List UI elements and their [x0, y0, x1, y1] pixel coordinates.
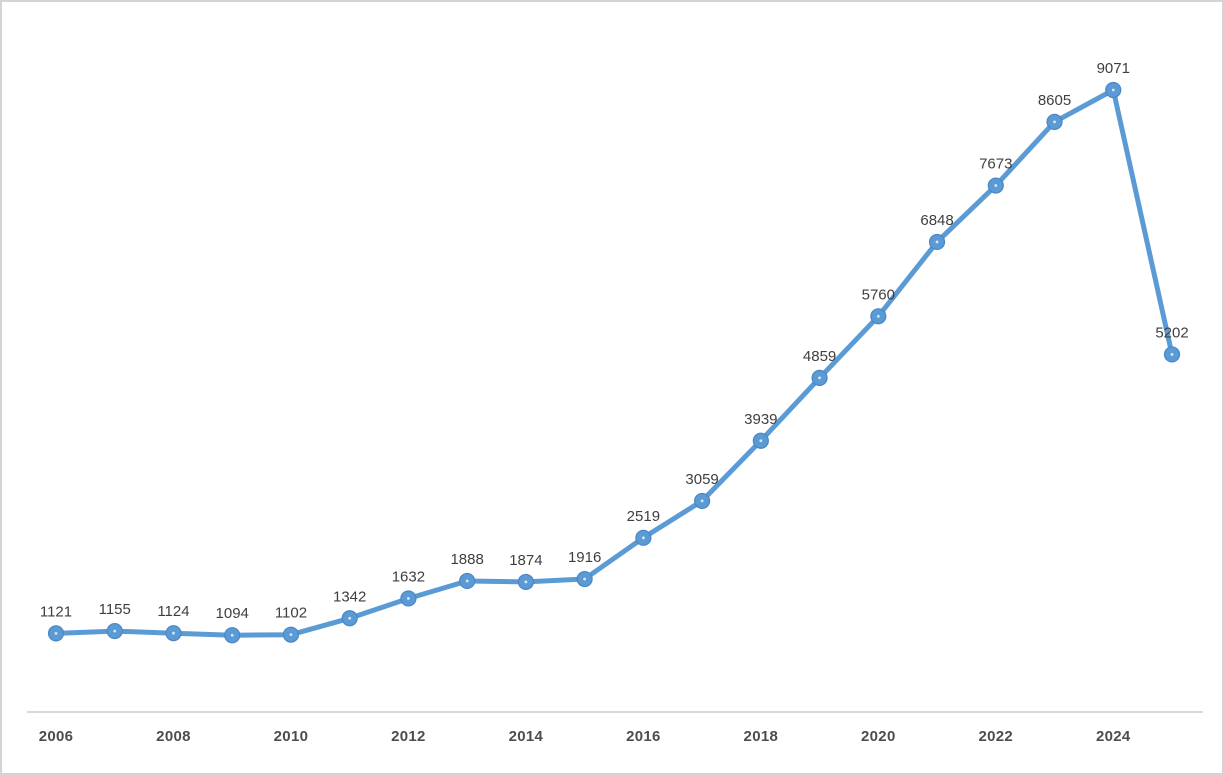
- data-point-label: 3059: [685, 471, 718, 488]
- data-point-label: 1342: [333, 588, 366, 605]
- x-axis-tick-label: 2018: [744, 728, 779, 745]
- data-point-center-dot: [172, 631, 175, 635]
- x-axis-tick-label: 2010: [274, 728, 309, 745]
- data-point-label: 5760: [862, 286, 895, 303]
- x-axis-tick-label: 2022: [979, 728, 1014, 745]
- x-axis-tick-label: 2008: [156, 728, 191, 745]
- data-point-label: 5202: [1155, 324, 1188, 341]
- data-point-label: 7673: [979, 156, 1012, 173]
- data-point-center-dot: [583, 577, 587, 581]
- data-point-label: 8605: [1038, 92, 1071, 109]
- data-point-label: 1121: [40, 603, 72, 620]
- data-point-label: 1155: [99, 601, 131, 618]
- data-point-center-dot: [289, 633, 293, 637]
- data-point-label: 2519: [627, 508, 660, 525]
- data-point-label: 1874: [509, 552, 542, 569]
- data-point-center-dot: [935, 240, 939, 244]
- x-axis-tick-label: 2016: [626, 728, 661, 745]
- data-point-center-dot: [524, 580, 528, 584]
- x-axis-tick-label: 2012: [391, 728, 426, 745]
- data-point-label: 1916: [568, 549, 601, 566]
- series-line: [53, 87, 1175, 638]
- x-axis-tick-label: 2006: [39, 728, 74, 745]
- data-point-label: 1632: [392, 568, 425, 585]
- x-axis-tick-label: 2014: [509, 728, 544, 745]
- data-point-center-dot: [230, 633, 234, 637]
- data-point-center-dot: [876, 314, 880, 318]
- data-point-label: 1888: [450, 551, 483, 568]
- data-point-label: 1094: [216, 605, 249, 622]
- data-point-center-dot: [407, 597, 410, 600]
- data-point-center-dot: [113, 629, 117, 633]
- data-point-label: 1102: [275, 605, 307, 622]
- x-axis-tick-label: 2024: [1096, 728, 1131, 745]
- data-point-center-dot: [465, 579, 469, 583]
- data-point-center-dot: [994, 184, 998, 187]
- data-point-center-dot: [700, 499, 704, 503]
- data-point-center-dot: [641, 536, 645, 540]
- data-point-center-dot: [54, 631, 58, 635]
- data-point-center-dot: [1053, 120, 1056, 124]
- data-point-label: 9071: [1097, 60, 1130, 77]
- data-point-label: 4859: [803, 348, 836, 365]
- data-point-label: 1124: [157, 603, 189, 620]
- data-point-center-dot: [1170, 353, 1174, 356]
- x-axis-tick-label: 2020: [861, 728, 896, 745]
- data-point-label: 6848: [920, 212, 953, 229]
- data-point-center-dot: [348, 616, 352, 620]
- data-point-center-dot: [818, 376, 821, 380]
- data-point-center-dot: [1111, 88, 1115, 92]
- data-point-center-dot: [759, 439, 763, 443]
- data-point-label: 3939: [744, 411, 777, 428]
